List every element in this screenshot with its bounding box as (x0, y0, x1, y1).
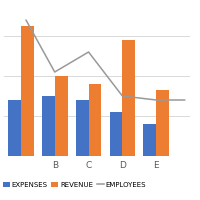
Bar (143, 124, 156, 156)
Bar (8, 100, 21, 156)
Bar (110, 112, 122, 156)
Bar (156, 90, 169, 156)
Bar (42, 96, 55, 156)
Bar (76, 100, 89, 156)
Bar (89, 84, 101, 156)
Bar (122, 40, 135, 156)
Bar (21, 26, 34, 156)
Legend: EXPENSES, REVENUE, EMPLOYEES: EXPENSES, REVENUE, EMPLOYEES (0, 179, 149, 191)
Bar (55, 76, 68, 156)
